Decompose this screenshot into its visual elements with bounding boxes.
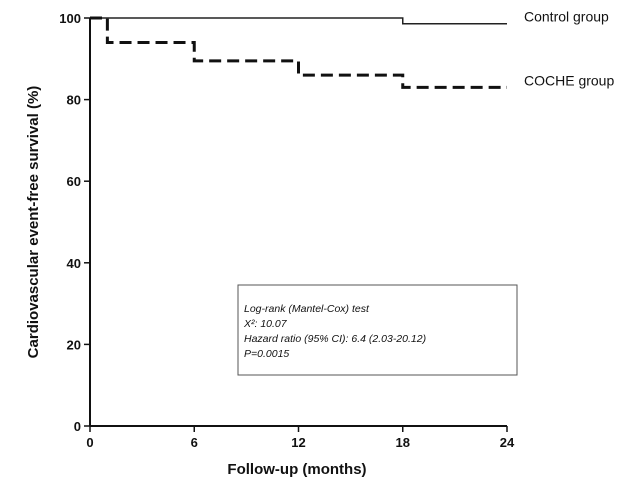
x-tick-label: 0 [86, 435, 93, 450]
series-lines [90, 18, 507, 87]
y-tick-label: 40 [67, 256, 81, 271]
stats-box: Log-rank (Mantel-Cox) test X²: 10.07 Haz… [238, 285, 517, 375]
y-tick-label: 0 [74, 419, 81, 434]
x-tick-label: 24 [500, 435, 515, 450]
stats-line-4: P=0.0015 [244, 348, 289, 360]
series-label-control-group: Control group [524, 9, 609, 25]
ticks: 0 6 12 18 24 0 20 40 60 80 100 [59, 11, 515, 450]
stats-box-border [238, 285, 517, 375]
stats-line-1: Log-rank (Mantel-Cox) test [244, 303, 370, 315]
y-axis-title: Cardiovascular event-free survival (%) [25, 86, 42, 359]
x-tick-label: 12 [291, 435, 305, 450]
x-axis-title: Follow-up (months) [227, 461, 366, 478]
x-tick-label: 6 [191, 435, 198, 450]
stats-line-2: X²: 10.07 [243, 318, 288, 330]
y-tick-label: 20 [67, 337, 81, 352]
series-labels: Control group COCHE group [524, 9, 614, 89]
y-tick-label: 80 [67, 93, 81, 108]
series-line-control-group [90, 18, 507, 24]
series-line-coche-group [90, 18, 507, 87]
series-label-coche-group: COCHE group [524, 72, 614, 88]
y-tick-label: 100 [59, 11, 81, 26]
y-tick-label: 60 [67, 174, 81, 189]
x-tick-label: 18 [396, 435, 410, 450]
stats-line-3: Hazard ratio (95% CI): 6.4 (2.03-20.12) [244, 333, 426, 345]
